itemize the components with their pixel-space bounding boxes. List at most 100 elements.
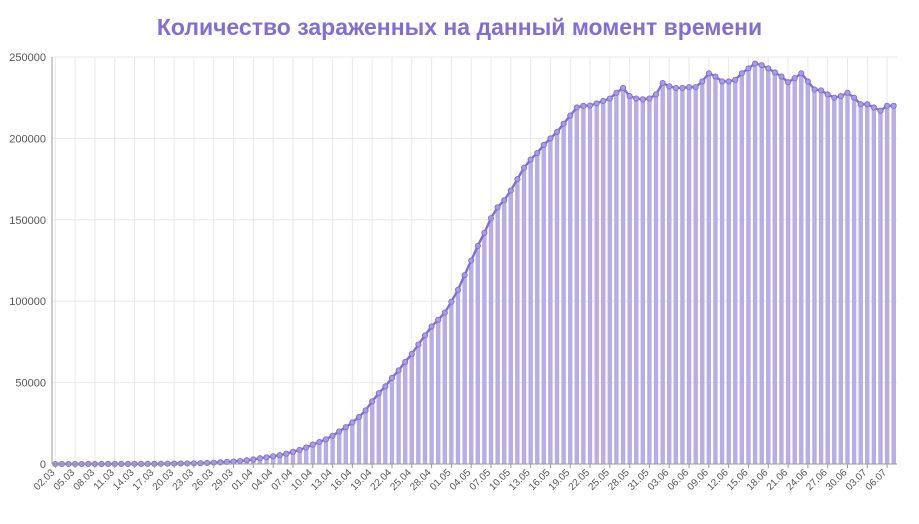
- bar: [416, 344, 421, 465]
- data-point: [263, 454, 270, 461]
- data-point: [336, 428, 343, 435]
- x-tick-label: 23.03: [171, 467, 197, 493]
- data-point: [877, 107, 884, 114]
- data-point: [329, 432, 336, 439]
- data-point: [520, 164, 528, 171]
- x-tick-label: 26.03: [190, 467, 216, 493]
- x-tick-label: 13.04: [309, 467, 335, 493]
- data-point: [223, 458, 230, 465]
- data-point: [699, 78, 706, 85]
- bar: [370, 401, 375, 465]
- data-point: [369, 398, 376, 405]
- x-tick-label: 05.03: [52, 467, 78, 493]
- bar: [779, 76, 784, 465]
- data-point: [811, 86, 818, 93]
- bar: [528, 159, 533, 465]
- x-tick-label: 12.06: [705, 467, 731, 493]
- bar: [818, 90, 824, 465]
- bar: [706, 73, 711, 465]
- data-point: [230, 458, 237, 465]
- bar: [845, 92, 850, 465]
- x-tick-label: 16.04: [329, 467, 355, 493]
- x-tick-label: 10.04: [289, 467, 315, 493]
- data-point: [837, 93, 844, 100]
- bar: [449, 301, 454, 465]
- data-point: [474, 242, 481, 249]
- data-point: [884, 102, 891, 109]
- x-tick-label: 25.04: [388, 467, 414, 493]
- data-point: [527, 156, 534, 163]
- x-tick-label: 03.06: [646, 467, 672, 493]
- data-point: [778, 73, 785, 80]
- x-tick-label: 29.03: [210, 467, 236, 493]
- data-point: [818, 87, 825, 94]
- data-point: [560, 120, 567, 127]
- x-tick-label: 27.06: [804, 467, 830, 493]
- data-point: [705, 70, 712, 77]
- x-tick-label: 06.07: [864, 467, 890, 493]
- data-point: [283, 450, 290, 457]
- data-point: [349, 419, 356, 426]
- data-point: [270, 453, 277, 460]
- bar: [356, 416, 362, 465]
- data-point: [791, 75, 798, 82]
- data-point: [534, 150, 541, 157]
- data-point: [276, 452, 283, 459]
- bar: [581, 105, 586, 465]
- bar: [792, 78, 797, 465]
- bar: [568, 115, 573, 465]
- bar: [733, 79, 738, 465]
- data-point: [256, 455, 263, 462]
- bars-layer: [53, 63, 896, 465]
- bar: [759, 64, 764, 465]
- data-point: [672, 84, 679, 91]
- x-tick-label: 28.05: [606, 467, 632, 493]
- data-point: [421, 332, 429, 339]
- bar: [799, 73, 804, 465]
- bar: [488, 218, 494, 465]
- x-tick-label: 08.03: [72, 467, 98, 493]
- data-point: [606, 95, 613, 102]
- data-point: [487, 215, 495, 222]
- bar: [337, 431, 342, 465]
- bar: [653, 94, 659, 465]
- bar: [713, 76, 718, 465]
- bar: [686, 86, 692, 465]
- bar: [884, 105, 890, 465]
- bar: [693, 86, 698, 465]
- bar: [891, 105, 896, 465]
- data-point: [250, 456, 257, 463]
- bar: [865, 104, 870, 465]
- data-point: [448, 298, 455, 305]
- data-point: [415, 341, 422, 348]
- data-point: [289, 448, 297, 455]
- bar: [323, 439, 329, 465]
- data-point: [659, 79, 666, 87]
- data-point: [322, 436, 330, 443]
- data-point: [309, 441, 316, 448]
- data-point: [441, 309, 448, 316]
- data-point: [375, 390, 382, 397]
- data-point: [771, 69, 778, 76]
- data-point: [725, 78, 732, 85]
- bar: [409, 353, 414, 465]
- x-tick-label: 24.06: [785, 467, 811, 493]
- x-tick-label: 19.05: [547, 467, 573, 493]
- bar: [785, 82, 791, 465]
- bar: [383, 386, 388, 465]
- y-tick-label: 0: [40, 459, 46, 471]
- x-tick-label: 16.05: [527, 467, 553, 493]
- x-tick-label: 04.05: [448, 467, 474, 493]
- bar: [766, 68, 771, 465]
- bar: [620, 87, 626, 465]
- data-point: [296, 446, 303, 453]
- bar: [455, 289, 461, 465]
- x-tick-label: 13.05: [507, 467, 533, 493]
- bar: [561, 123, 566, 465]
- data-point: [514, 176, 521, 183]
- data-point: [342, 424, 349, 431]
- bar: [825, 94, 830, 465]
- data-point: [461, 272, 468, 279]
- data-point: [785, 79, 792, 86]
